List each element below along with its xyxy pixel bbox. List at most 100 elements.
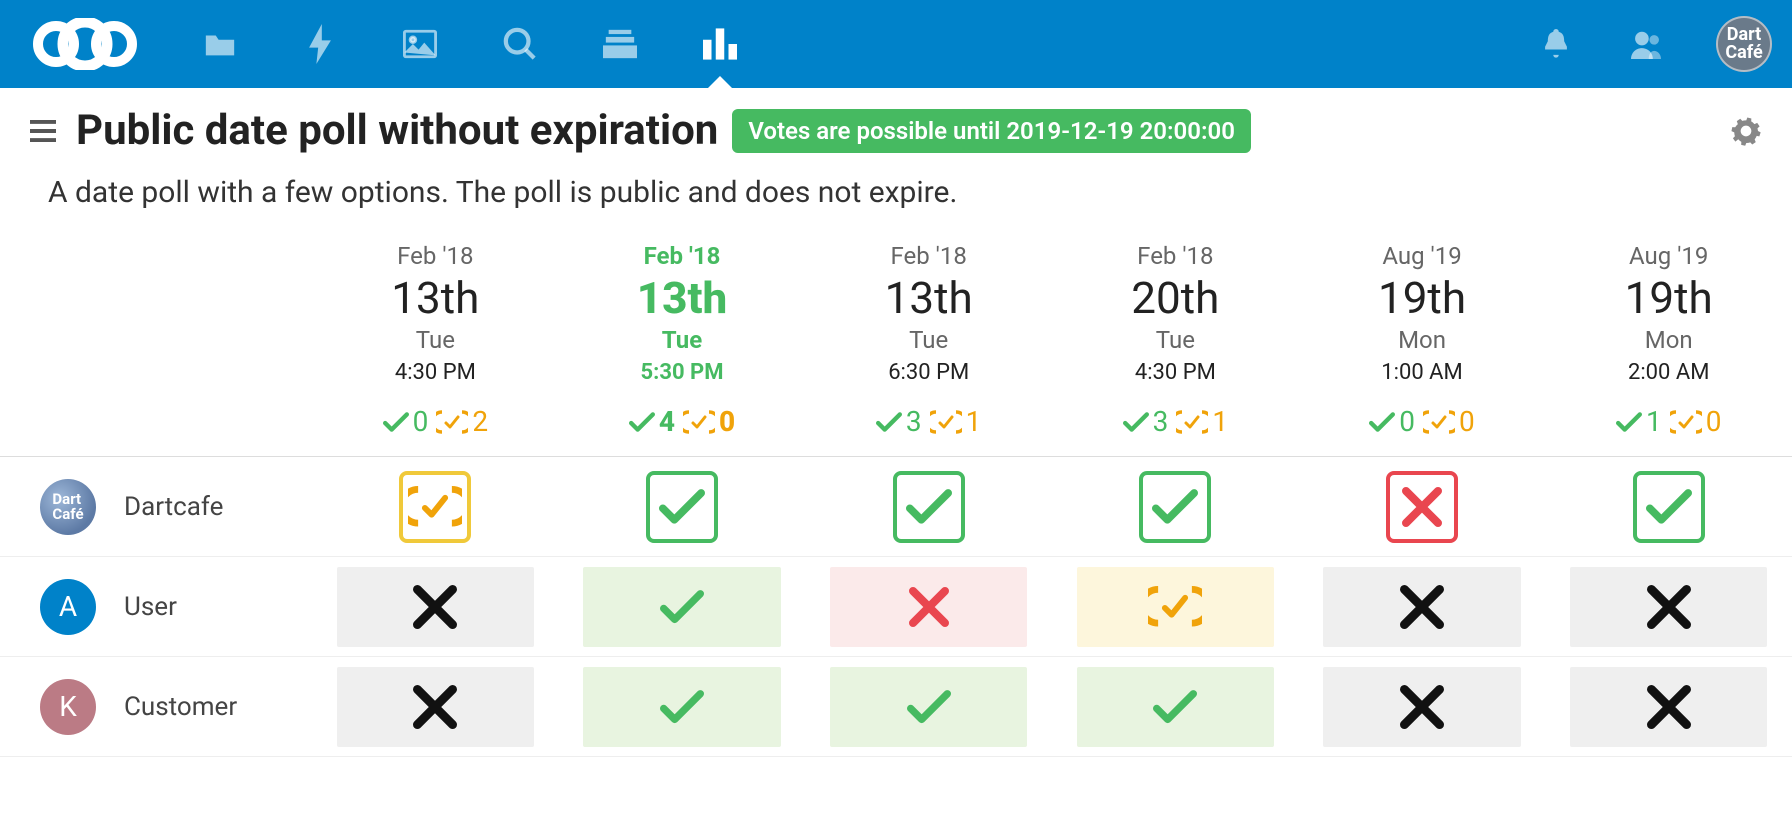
vote-cell — [559, 657, 806, 756]
maybe-count: 0 — [1423, 405, 1475, 438]
option-header: Aug '19 19th Mon 1:00 AM — [1299, 238, 1546, 393]
yes-count: 0 — [1369, 405, 1415, 438]
options-header-row: Feb '18 13th Tue 4:30 PM Feb '18 13th Tu… — [0, 238, 1792, 393]
voter-info: A User — [0, 557, 312, 656]
vote-cell — [1299, 657, 1546, 756]
option-dow: Tue — [1156, 326, 1195, 354]
page-title: Public date poll without expiration — [76, 106, 718, 155]
yes-count: 3 — [876, 405, 922, 438]
vote-box-yes — [893, 471, 965, 543]
vote-cell[interactable] — [559, 457, 806, 556]
nav-stack-icon[interactable] — [600, 24, 640, 64]
option-time: 2:00 AM — [1628, 360, 1709, 385]
top-bar: DartCafé — [0, 0, 1792, 88]
voter-row: A User — [0, 557, 1792, 657]
nav-activity-icon[interactable] — [300, 24, 340, 64]
option-header: Aug '19 19th Mon 2:00 AM — [1545, 238, 1792, 393]
poll-table: Feb '18 13th Tue 4:30 PM Feb '18 13th Tu… — [0, 238, 1792, 757]
yes-count: 3 — [1123, 405, 1169, 438]
nav-search-icon[interactable] — [500, 24, 540, 64]
poll-description: A date poll with a few options. The poll… — [0, 165, 1792, 238]
vote-cell — [1052, 557, 1299, 656]
option-time: 4:30 PM — [1135, 360, 1216, 385]
app-logo[interactable] — [30, 18, 150, 70]
vote-cell — [1299, 557, 1546, 656]
vote-cell[interactable] — [1299, 457, 1546, 556]
voter-row: K Customer — [0, 657, 1792, 757]
vote-yes — [830, 667, 1027, 747]
option-time: 4:30 PM — [395, 360, 476, 385]
vote-cell — [805, 557, 1052, 656]
option-day: 13th — [637, 272, 728, 324]
vote-none — [337, 567, 534, 647]
option-header: Feb '18 13th Tue 5:30 PM — [559, 238, 806, 393]
option-time: 5:30 PM — [641, 360, 724, 385]
nav-gallery-icon[interactable] — [400, 24, 440, 64]
vote-yes — [1077, 667, 1274, 747]
vote-box-yes — [646, 471, 718, 543]
option-header: Feb '18 13th Tue 4:30 PM — [312, 238, 559, 393]
option-counts: 1 0 — [1545, 405, 1792, 438]
option-counts: 3 1 — [1052, 405, 1299, 438]
option-counts: 3 1 — [805, 405, 1052, 438]
maybe-count: 2 — [436, 405, 488, 438]
option-header: Feb '18 13th Tue 6:30 PM — [805, 238, 1052, 393]
option-month: Aug '19 — [1629, 242, 1708, 270]
maybe-count: 1 — [1176, 405, 1228, 438]
counts-row: 0 2 4 0 3 1 3 1 0 0 1 0 — [0, 393, 1792, 457]
option-header: Feb '18 20th Tue 4:30 PM — [1052, 238, 1299, 393]
user-avatar[interactable]: DartCafé — [1716, 16, 1772, 72]
option-day: 13th — [885, 272, 973, 324]
settings-icon[interactable] — [1730, 115, 1762, 147]
vote-box-yes — [1139, 471, 1211, 543]
vote-none — [1323, 667, 1520, 747]
option-counts: 4 0 — [559, 405, 806, 438]
notifications-icon[interactable] — [1536, 24, 1576, 64]
maybe-count: 0 — [683, 405, 735, 438]
vote-none — [1570, 667, 1767, 747]
contacts-icon[interactable] — [1626, 24, 1666, 64]
vote-cell — [312, 557, 559, 656]
option-counts: 0 0 — [1299, 405, 1546, 438]
nav-icons — [200, 24, 740, 64]
option-month: Feb '18 — [891, 242, 967, 270]
vote-cell[interactable] — [312, 457, 559, 556]
option-dow: Tue — [909, 326, 948, 354]
voter-avatar: K — [40, 679, 96, 735]
menu-toggle-icon[interactable] — [30, 120, 70, 142]
option-dow: Tue — [416, 326, 455, 354]
voter-avatar: A — [40, 579, 96, 635]
voter-row: DartCafé Dartcafe — [0, 457, 1792, 557]
vote-box-no — [1386, 471, 1458, 543]
yes-count: 1 — [1616, 405, 1662, 438]
expiration-badge: Votes are possible until 2019-12-19 20:0… — [732, 109, 1251, 153]
counts-spacer — [0, 405, 312, 438]
vote-cell[interactable] — [1545, 457, 1792, 556]
maybe-count: 0 — [1670, 405, 1722, 438]
vote-box-yes — [1633, 471, 1705, 543]
topbar-right: DartCafé — [1536, 16, 1772, 72]
vote-yes — [583, 667, 780, 747]
yes-count: 0 — [383, 405, 429, 438]
option-day: 20th — [1131, 272, 1219, 324]
avatar-label: DartCafé — [1725, 26, 1762, 62]
vote-cell[interactable] — [805, 457, 1052, 556]
option-month: Feb '18 — [644, 242, 721, 270]
option-day: 13th — [391, 272, 479, 324]
nav-polls-icon[interactable] — [700, 24, 740, 64]
voter-name: Customer — [124, 692, 237, 722]
option-dow: Mon — [1398, 326, 1446, 354]
option-month: Feb '18 — [397, 242, 473, 270]
option-month: Feb '18 — [1137, 242, 1213, 270]
nav-files-icon[interactable] — [200, 24, 240, 64]
vote-cell[interactable] — [1052, 457, 1299, 556]
vote-none — [1570, 567, 1767, 647]
vote-none — [337, 667, 534, 747]
vote-yes — [583, 567, 780, 647]
vote-cell — [1545, 657, 1792, 756]
maybe-count: 1 — [930, 405, 982, 438]
vote-maybe — [1077, 567, 1274, 647]
vote-cell — [1052, 657, 1299, 756]
vote-cell — [805, 657, 1052, 756]
option-dow: Mon — [1645, 326, 1693, 354]
